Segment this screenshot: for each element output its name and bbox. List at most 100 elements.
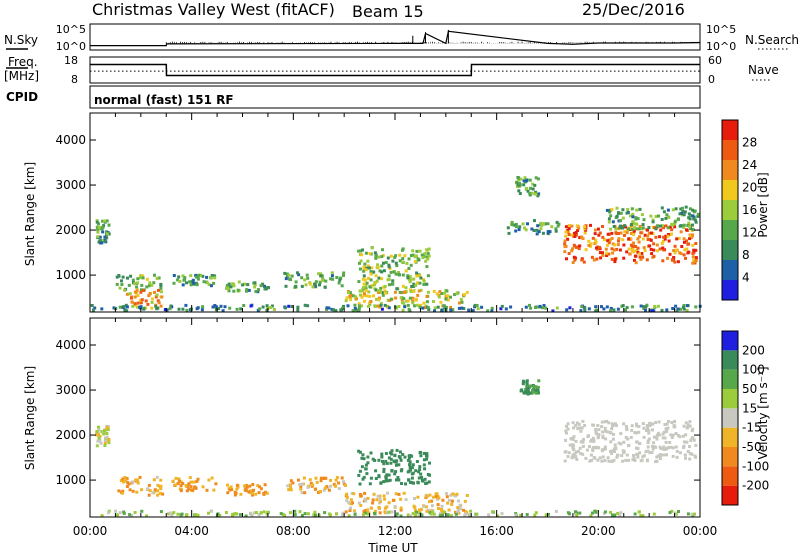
heat-cell (191, 278, 195, 282)
heat-cell (148, 284, 151, 288)
heat-cell (566, 455, 570, 459)
heat-cell (283, 514, 287, 517)
power-colorbar-tick: 20 (742, 181, 757, 195)
heat-cell (582, 260, 586, 264)
heat-cell (239, 307, 243, 311)
heat-cell (662, 445, 666, 449)
heat-cell (296, 308, 300, 312)
heat-cell (624, 425, 628, 428)
heat-cell (524, 305, 528, 309)
velocity-colorbar-tick: -200 (742, 479, 769, 493)
heat-cell (306, 512, 310, 516)
heat-cell (264, 490, 267, 494)
heat-cell (123, 288, 127, 292)
heat-cell (327, 488, 331, 492)
heat-cell (691, 243, 695, 247)
heat-cell (684, 421, 688, 425)
heat-cell (574, 510, 577, 514)
heat-cell (344, 510, 348, 514)
heat-cell (527, 391, 531, 395)
heat-cell (189, 274, 193, 278)
heat-cell (322, 488, 326, 492)
heat-cell (384, 452, 388, 455)
heat-cell (534, 388, 538, 392)
heat-cell (605, 254, 609, 257)
heat-cell (430, 504, 434, 508)
heat-cell (153, 290, 156, 294)
heat-cell (106, 511, 110, 515)
heat-cell (544, 306, 548, 310)
heat-cell (612, 450, 616, 453)
colorbar-band (722, 389, 738, 409)
heat-cell (201, 305, 205, 309)
heat-cell (373, 304, 377, 308)
heat-cell (313, 282, 316, 286)
heat-cell (589, 453, 593, 457)
heat-cell (598, 456, 602, 460)
heat-cell (287, 488, 291, 492)
heat-cell (407, 456, 411, 460)
heat-cell (311, 285, 315, 289)
heat-cell (574, 231, 578, 234)
heat-cell (98, 239, 102, 243)
colorbar-band (722, 200, 738, 220)
heat-cell (583, 225, 586, 229)
heat-cell (514, 229, 518, 233)
heat-cell (302, 476, 306, 480)
heat-cell (570, 233, 574, 237)
heat-cell (600, 459, 604, 463)
heat-cell (517, 176, 521, 180)
heat-cell (536, 194, 540, 198)
heat-cell (97, 222, 101, 226)
heat-cell (683, 240, 686, 244)
colorbar-band (722, 350, 738, 370)
heat-cell (661, 246, 665, 250)
heat-cell (383, 303, 387, 307)
heat-cell (610, 257, 614, 261)
heat-cell (554, 229, 558, 233)
colorbar-band (722, 447, 738, 467)
heat-cell (616, 307, 620, 311)
heat-cell (377, 505, 381, 509)
heat-cell (419, 454, 423, 458)
power-colorbar-tick: 24 (742, 158, 757, 172)
colorbar-band (722, 220, 738, 240)
heat-cell (224, 511, 228, 514)
heat-cell (425, 494, 429, 498)
heat-cell (399, 506, 403, 510)
heat-cell (377, 458, 381, 462)
heat-cell (424, 482, 428, 485)
heat-cell (603, 238, 606, 242)
heat-cell (687, 216, 691, 220)
heat-cell (621, 459, 624, 463)
heat-cell (361, 248, 364, 252)
heat-cell (463, 513, 467, 517)
heat-cell (679, 307, 683, 311)
heat-cell (272, 308, 276, 311)
heat-cell (291, 481, 295, 485)
heat-cell (245, 288, 249, 292)
heat-cell (500, 512, 504, 516)
heat-cell (525, 386, 529, 390)
heat-cell (369, 270, 373, 273)
heat-cell (378, 501, 382, 505)
heat-cell (380, 264, 384, 268)
heat-cell (340, 476, 344, 480)
heat-cell (640, 252, 644, 255)
heat-cell (397, 305, 401, 308)
heat-cell (509, 305, 513, 309)
heat-cell (533, 192, 537, 196)
heat-cell (332, 308, 335, 312)
heat-cell (443, 510, 447, 514)
heat-cell (95, 220, 99, 224)
heat-cell (337, 487, 341, 491)
heat-cell (349, 498, 353, 502)
heat-cell (605, 430, 609, 434)
heat-cell (563, 459, 567, 463)
heat-cell (685, 304, 689, 308)
heat-cell (605, 251, 609, 255)
heat-cell (118, 286, 122, 290)
heat-cell (379, 303, 383, 307)
heat-cell (575, 514, 579, 517)
heat-cell (651, 218, 655, 222)
